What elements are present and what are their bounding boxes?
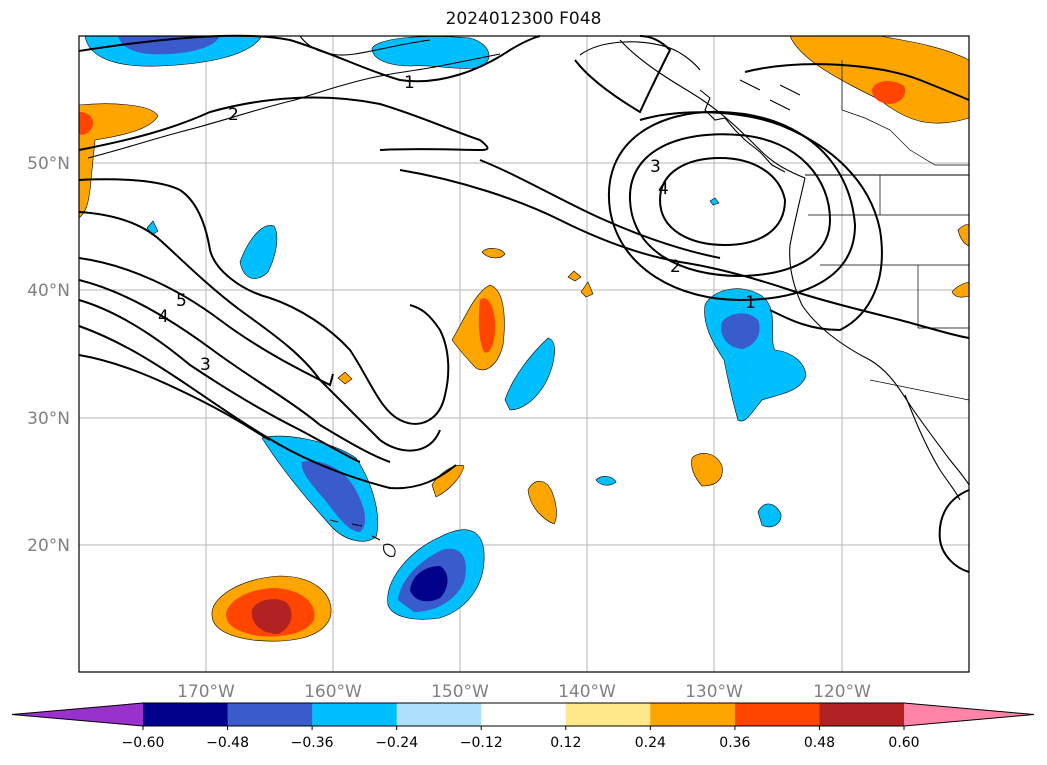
lon-label-130w: 130°W <box>685 682 743 702</box>
colorbar-tick-label: 0.36 <box>719 735 750 751</box>
contour-label: 4 <box>158 307 169 327</box>
colorbar: −0.60 −0.48 −0.36 −0.24 −0.12 0.12 0.24 0.36 0.4… <box>11 702 1035 751</box>
contour-label: 5 <box>176 291 187 311</box>
lon-label-160w: 160°W <box>304 682 362 702</box>
colorbar-bin <box>143 703 229 726</box>
colorbar-tick-label: −0.12 <box>460 735 503 751</box>
colorbar-bin <box>650 703 736 726</box>
colorbar-tick-label: −0.24 <box>375 735 418 751</box>
lat-labels: 50°N 40°N 30°N 20°N <box>27 154 70 556</box>
colorbar-tick-label: −0.60 <box>122 735 165 751</box>
contour-label: 3 <box>650 157 661 177</box>
shaded-anomalies <box>78 35 970 642</box>
map-border <box>78 35 970 673</box>
lon-label-170w: 170°W <box>177 682 235 702</box>
contour-label: 2 <box>670 257 681 277</box>
colorbar-bin <box>481 703 567 726</box>
colorbar-tick-label: −0.48 <box>206 735 249 751</box>
contour-label: 1 <box>745 293 756 313</box>
colorbar-tick-label: 0.24 <box>635 735 666 751</box>
colorbar-bin <box>565 703 651 726</box>
lon-label-120w: 120°W <box>813 682 871 702</box>
map-title: 2024012300 F048 <box>445 9 602 29</box>
lon-labels: 170°W 160°W 150°W 140°W 130°W 120°W <box>177 682 871 702</box>
colorbar-tick-label: 0.12 <box>550 735 581 751</box>
lon-label-140w: 140°W <box>558 682 616 702</box>
colorbar-tick-label: 0.60 <box>888 735 919 751</box>
colorbar-bin <box>819 703 905 726</box>
colorbar-tick-label: 0.48 <box>804 735 835 751</box>
lat-label-40n: 40°N <box>27 281 70 301</box>
contour-label: 1 <box>404 73 415 93</box>
contour-lines <box>78 34 970 573</box>
colorbar-bin <box>312 703 398 726</box>
colorbar-bin <box>396 703 482 726</box>
colorbar-extend-high <box>904 703 1034 726</box>
colorbar-extend-low <box>12 703 143 726</box>
lat-label-30n: 30°N <box>27 409 70 429</box>
colorbar-tick-label: −0.36 <box>291 735 334 751</box>
contour-label: 2 <box>228 105 239 125</box>
colorbar-bin <box>227 703 313 726</box>
lat-label-50n: 50°N <box>27 154 70 174</box>
contour-label: 3 <box>200 355 211 375</box>
map-background <box>79 36 969 672</box>
lon-label-150w: 150°W <box>431 682 489 702</box>
colorbar-bin <box>734 703 820 726</box>
lat-label-20n: 20°N <box>27 536 70 556</box>
contour-label: 4 <box>658 179 669 199</box>
contour-labels: 1 2 2 3 3 4 4 5 1 <box>158 73 756 375</box>
